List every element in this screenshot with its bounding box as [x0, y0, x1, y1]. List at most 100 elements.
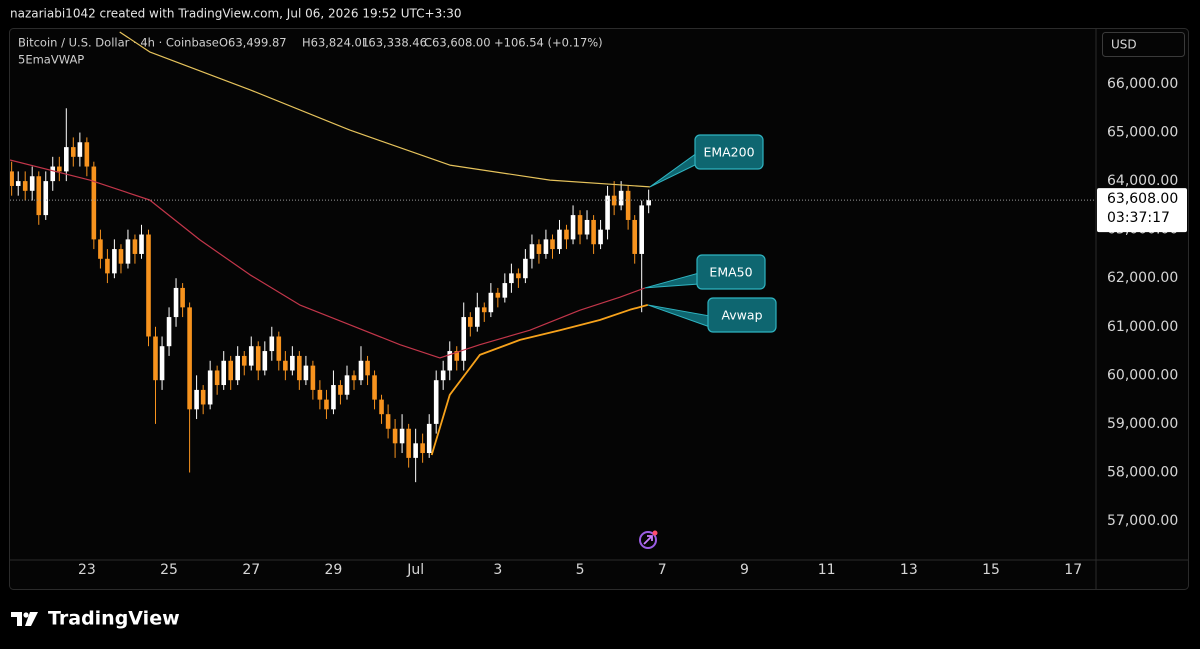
candle-body — [399, 428, 405, 444]
candle-body — [536, 244, 542, 254]
callout-label: Avwap — [721, 308, 762, 323]
indicator: 5EmaVWAP — [18, 53, 84, 67]
candle-body — [221, 360, 227, 386]
candle-body — [235, 355, 240, 381]
y-tick-label: 66,000.00 — [1107, 76, 1178, 92]
candle-body — [125, 239, 131, 264]
candle-body — [385, 414, 391, 429]
candle-body — [605, 195, 610, 230]
x-tick-label: 27 — [242, 562, 260, 578]
candle-body — [132, 239, 138, 254]
candle-body — [646, 200, 651, 206]
candle-body — [255, 346, 261, 371]
candle-body — [625, 190, 631, 220]
ohlc-value: O63,499.87 — [219, 36, 287, 50]
candle-body — [447, 351, 453, 371]
y-tick-label: 61,000.00 — [1107, 319, 1178, 335]
candle-body — [440, 370, 446, 381]
candle-body — [488, 292, 494, 313]
candle-body — [481, 307, 487, 313]
indicator-line — [119, 31, 650, 188]
candle-body — [22, 181, 28, 191]
candle-body — [139, 234, 144, 254]
candle-body — [290, 355, 295, 371]
x-tick-label: 23 — [78, 562, 96, 578]
candle-body — [105, 258, 110, 274]
event-ring — [639, 531, 657, 549]
x-tick-label: 9 — [740, 562, 749, 578]
chart-panel — [9, 28, 1189, 590]
y-tick-label: 64,000.00 — [1107, 173, 1178, 189]
candle-body — [516, 273, 521, 279]
candle-body — [64, 147, 69, 172]
candle-body — [577, 215, 583, 235]
candle-body — [495, 292, 501, 298]
candle-body — [214, 370, 220, 386]
callout-box — [696, 254, 766, 290]
candle-body — [43, 181, 49, 216]
callout-label: EMA50 — [709, 265, 752, 280]
y-tick-label: 65,000.00 — [1107, 125, 1178, 141]
candle-body — [331, 385, 336, 410]
candle-body — [351, 375, 357, 381]
candle-body — [159, 346, 165, 381]
candle-body — [310, 365, 316, 390]
callout-box — [694, 134, 764, 170]
candle-body — [372, 375, 377, 400]
candle-body — [529, 244, 535, 259]
candle-body — [173, 287, 179, 318]
change: +106.54 (+0.17%) — [494, 36, 603, 50]
candle-body — [276, 336, 282, 361]
candle-body — [241, 355, 247, 366]
x-tick-label: Jul — [406, 562, 424, 578]
x-tick-label: 11 — [818, 562, 836, 578]
event-icon[interactable] — [639, 530, 658, 549]
candle-body — [15, 181, 21, 186]
header: nazariabi1042 created with TradingView.c… — [10, 7, 462, 21]
candle-body — [474, 307, 480, 327]
candle-body — [618, 190, 624, 206]
candle-body — [112, 249, 117, 274]
candle-body — [200, 389, 206, 405]
candle-body — [91, 166, 97, 240]
candle-body — [557, 229, 562, 250]
candle-body — [84, 142, 90, 167]
candle-body — [392, 428, 398, 444]
logo-slash — [25, 612, 38, 626]
x-tick-label: 29 — [325, 562, 343, 578]
x-tick-label: 25 — [160, 562, 178, 578]
currency: USD — [1111, 38, 1137, 52]
x-tick-label: 13 — [900, 562, 918, 578]
candle-body — [639, 205, 644, 254]
countdown: 03:37:17 — [1107, 210, 1170, 226]
x-tick-label: 3 — [493, 562, 502, 578]
candle-body — [564, 229, 569, 240]
candle-body — [29, 176, 35, 191]
candle-body — [98, 239, 103, 259]
plot-area — [10, 31, 651, 483]
candle-body — [153, 336, 158, 381]
candle-body — [413, 443, 418, 458]
brand: TradingView — [48, 608, 180, 630]
candle-body — [591, 219, 596, 245]
candle-body — [10, 171, 14, 186]
candle-body — [358, 360, 364, 381]
candle-body — [523, 258, 528, 279]
candle-body — [454, 351, 460, 361]
event-dot — [652, 530, 658, 536]
candle-body — [50, 166, 56, 182]
brand-logo — [11, 612, 38, 626]
event-arrow — [643, 535, 653, 545]
currency-box[interactable] — [1102, 32, 1185, 57]
y-tick-label: 57,000.00 — [1107, 513, 1178, 529]
candle-body — [344, 375, 350, 395]
candle-body — [632, 219, 637, 254]
candle-body — [324, 399, 329, 410]
indicator-line — [10, 159, 646, 359]
logo-dot — [23, 612, 29, 618]
indicator-line — [430, 304, 649, 456]
candle-body — [338, 385, 343, 395]
candle-body — [194, 389, 199, 410]
